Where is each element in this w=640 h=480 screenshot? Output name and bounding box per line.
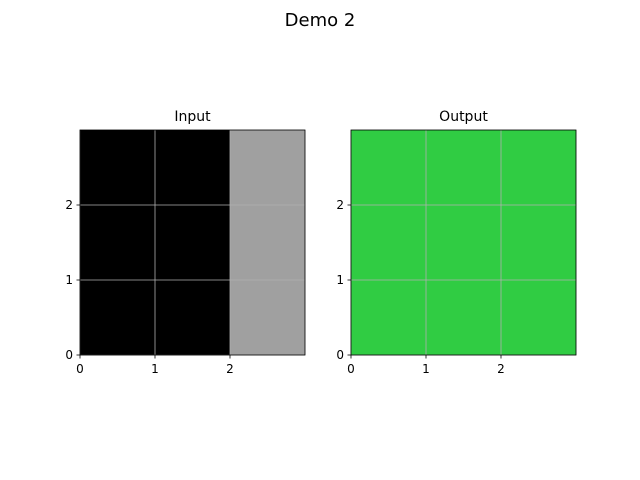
heatmap-cell	[501, 130, 577, 206]
heatmap-cell	[501, 280, 577, 356]
x-tick-label: 0	[76, 362, 84, 376]
heatmap-cell	[426, 130, 502, 206]
heatmap-cell	[155, 280, 231, 356]
heatmap-cell	[501, 205, 577, 281]
heatmap-cell	[80, 205, 156, 281]
heatmap-cell	[351, 130, 427, 206]
x-tick-label: 2	[497, 362, 505, 376]
heatmap-cell	[80, 280, 156, 356]
panels: 0 1 2 0 1 2 Input 0 1 2 0 1 2 Output	[65, 109, 577, 376]
heatmap-cell	[351, 205, 427, 281]
panel-input: 0 1 2 0 1 2 Input	[65, 109, 306, 376]
figure-title: Demo 2	[285, 10, 356, 31]
heatmap-cell	[80, 130, 156, 206]
y-tick-label: 0	[65, 348, 73, 362]
heatmap-cell	[155, 130, 231, 206]
y-tick-label: 1	[65, 273, 73, 287]
axes-frame	[79, 129, 306, 356]
x-tick-label: 2	[226, 362, 234, 376]
heatmap-cell	[230, 130, 306, 206]
heatmap-cell	[155, 205, 231, 281]
y-tick-label: 0	[336, 348, 344, 362]
panel-title: Input	[174, 109, 211, 125]
heatmap-cell	[426, 205, 502, 281]
heatmap-cell	[426, 280, 502, 356]
heatmap-cell	[351, 280, 427, 356]
x-tick-label: 1	[151, 362, 159, 376]
heatmap-cell	[230, 205, 306, 281]
heatmap-cell	[230, 280, 306, 356]
y-tick-label: 2	[336, 198, 344, 212]
panel-title: Output	[439, 109, 488, 125]
y-tick-label: 1	[336, 273, 344, 287]
x-tick-label: 0	[347, 362, 355, 376]
x-tick-label: 1	[422, 362, 430, 376]
axes-frame	[350, 129, 577, 356]
panel-output: 0 1 2 0 1 2 Output	[336, 109, 577, 376]
y-tick-label: 2	[65, 198, 73, 212]
